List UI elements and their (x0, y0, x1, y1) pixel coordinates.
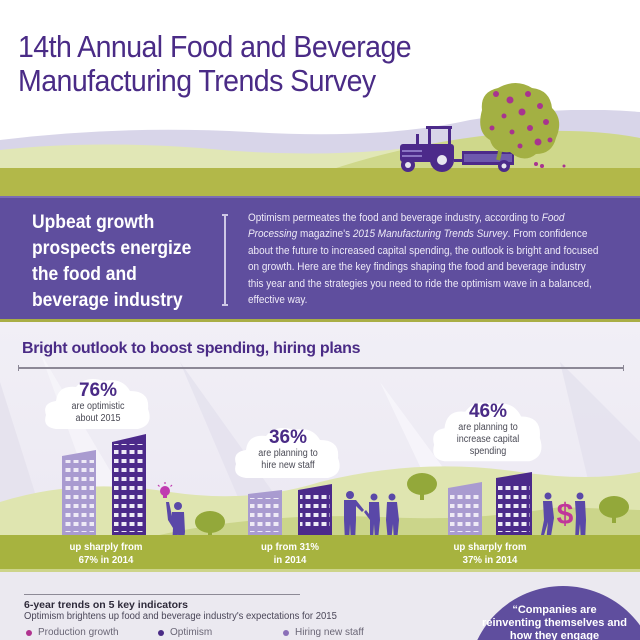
stat-percent: 36% (268, 427, 308, 448)
intro-text-3: magazine's (297, 228, 353, 241)
trends-subtitle: Optimism brightens up food and beverage … (24, 611, 337, 622)
intro-body: Optimism permeates the food and beverage… (248, 210, 603, 308)
stat-description: spending (469, 446, 507, 457)
stat-description: about 2015 (75, 413, 121, 424)
caption-line: 37% in 2014 (462, 554, 518, 566)
legend-dot-icon (26, 629, 32, 636)
intro-band: Upbeat growth prospects energize the foo… (0, 196, 640, 322)
stat-percent: 76% (78, 380, 118, 401)
city-scene (62, 434, 629, 538)
trends-title: 6-year trends on 5 key indicators (24, 599, 188, 611)
stat-description: hire new staff (261, 460, 315, 471)
handshake-icon (344, 491, 399, 542)
stat-percent: 46% (468, 401, 508, 422)
outlook-section: Bright outlook to boost spending, hiring… (0, 322, 640, 572)
page-title: 14th Annual Food and Beverage Manufactur… (18, 29, 412, 98)
intro-text-1: Optimism permeates the food and beverage… (248, 212, 542, 224)
caption-line: up sharply from (453, 541, 527, 553)
building-pair-2 (248, 484, 332, 537)
caption-line: up from 31% (261, 541, 319, 553)
intro-text-survey: 2015 Manufacturing Trends Survey (352, 228, 508, 241)
trends-section: 6-year trends on 5 key indicators Optimi… (0, 572, 640, 640)
ground-band (0, 535, 640, 572)
stat-caption: up from 31% in 2014 (251, 541, 328, 567)
stat-caption: up sharply from 37% in 2014 (446, 541, 534, 567)
caption-line: 67% in 2014 (78, 554, 134, 566)
trends-rule (24, 594, 300, 595)
legend-dot-icon (283, 629, 289, 636)
title-line-2: Manufacturing Trends Survey (18, 63, 376, 98)
cloud-icon (45, 379, 150, 429)
caption-line: in 2014 (273, 554, 307, 566)
section-title: Bright outlook to boost spending, hiring… (22, 340, 361, 357)
ground-strip (0, 168, 640, 196)
title-line-1: 14th Annual Food and Beverage (18, 29, 412, 64)
stat-description: are planning to (458, 422, 518, 433)
section-rule (18, 365, 624, 371)
legend-hiring: Hiring new staff (283, 627, 364, 638)
stat-optimism: 76% are optimistic about 2015 (42, 377, 154, 433)
dollar-sign-icon: $ (540, 492, 586, 542)
stat-caption: up sharply from 67% in 2014 (62, 541, 150, 567)
building-pair-3 (448, 472, 532, 537)
quote-text: “Companies are reinventing themselves an… (482, 604, 627, 640)
intro-divider (222, 214, 228, 306)
caption-line: up sharply from (69, 541, 143, 553)
header-banner: 14th Annual Food and Beverage Manufactur… (0, 0, 640, 196)
fruit-tree-icon (480, 83, 566, 168)
legend-label: Optimism (170, 627, 213, 638)
stat-description: are planning to (258, 448, 318, 459)
stat-description: are optimistic (71, 401, 125, 412)
legend-label: Hiring new staff (295, 627, 364, 638)
legend-production-growth: Production growth (26, 627, 119, 638)
cloud-icon (433, 402, 542, 462)
intro-text-magazine: Food Processing (248, 212, 565, 241)
svg-text:$: $ (557, 498, 574, 531)
legend-dot-icon (158, 629, 164, 636)
legend-optimism: Optimism (158, 627, 212, 638)
tractor-icon (400, 126, 514, 172)
legend-label: Production growth (38, 627, 119, 638)
cloud-icon (235, 428, 340, 478)
intro-text-5: . From confidence about the future to in… (248, 228, 599, 307)
stat-capital-spending: 46% are planning to increase capital spe… (430, 400, 546, 466)
building-pair-1 (62, 434, 146, 537)
stat-hiring: 36% are planning to hire new staff (232, 426, 344, 482)
intro-heading: Upbeat growth prospects energize the foo… (32, 212, 192, 311)
stat-description: increase capital (456, 434, 520, 445)
